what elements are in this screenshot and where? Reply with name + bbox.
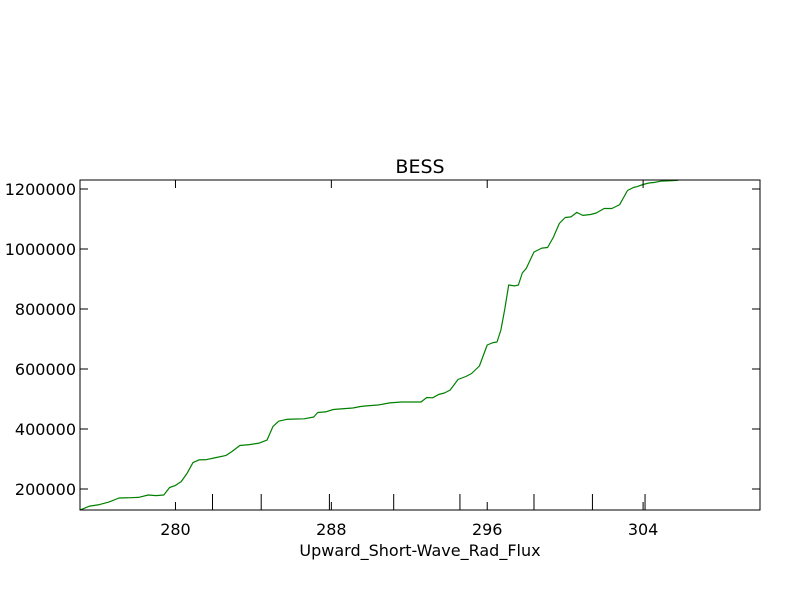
x-tick-label: 288 <box>316 520 347 539</box>
plot-frame <box>79 179 761 511</box>
x-axis-label: Upward_Short-Wave_Rad_Flux <box>299 541 540 561</box>
series-layer <box>80 180 679 510</box>
chart-title: BESS <box>395 156 444 178</box>
y-tick-label: 1200000 <box>5 180 76 199</box>
x-tick-label: 304 <box>628 520 659 539</box>
y-tick-label: 600000 <box>15 360 76 379</box>
y-tick-label: 400000 <box>15 420 76 439</box>
x-tick-label: 280 <box>160 520 191 539</box>
y-tick-label: 200000 <box>15 480 76 499</box>
series-line <box>80 180 679 510</box>
x-tick-label: 296 <box>472 520 503 539</box>
y-tick-label: 1000000 <box>5 240 76 259</box>
y-tick-label: 800000 <box>15 300 76 319</box>
ticks-layer: 200000 400000 600000 800000 1000000 1200000 28… <box>5 180 760 539</box>
